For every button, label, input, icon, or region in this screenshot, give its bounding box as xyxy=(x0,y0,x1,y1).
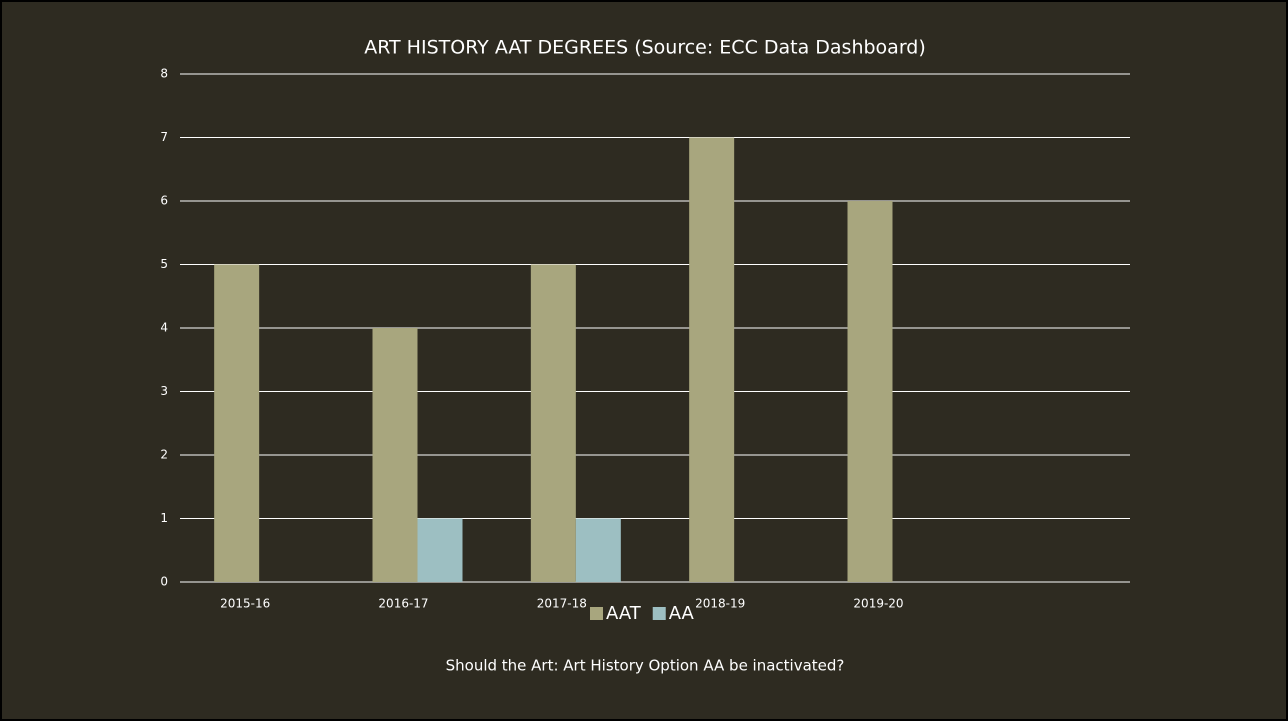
x-tick-label: 2019-20 xyxy=(853,597,903,611)
y-tick-label: 4 xyxy=(160,321,168,335)
bar xyxy=(417,518,463,582)
y-tick-label: 3 xyxy=(160,384,168,398)
legend-label: AAT xyxy=(606,603,642,624)
legend-swatch xyxy=(652,607,666,620)
chart-title: ART HISTORY AAT DEGREES (Source: ECC Dat… xyxy=(364,37,926,59)
y-tick-label: 2 xyxy=(160,448,168,462)
legend-label: AA xyxy=(669,603,695,624)
bar xyxy=(575,518,621,582)
y-tick-label: 1 xyxy=(160,511,168,525)
bar xyxy=(530,264,576,582)
bar xyxy=(689,137,735,582)
x-tick-label: 2017-18 xyxy=(537,597,587,611)
legend-swatch xyxy=(590,607,603,620)
x-tick-label: 2018-19 xyxy=(695,597,745,611)
annotation: Should the Art: Art History Option AA be… xyxy=(446,657,845,675)
y-tick-label: 6 xyxy=(160,194,168,208)
y-tick-label: 8 xyxy=(160,67,168,81)
x-tick-label: 2016-17 xyxy=(378,597,428,611)
bar xyxy=(214,264,260,582)
bar xyxy=(372,328,418,582)
x-tick-label: 2015-16 xyxy=(220,597,270,611)
y-tick-label: 0 xyxy=(160,575,168,589)
bar xyxy=(847,201,893,582)
y-tick-label: 5 xyxy=(160,257,168,271)
y-tick-label: 7 xyxy=(160,130,168,144)
